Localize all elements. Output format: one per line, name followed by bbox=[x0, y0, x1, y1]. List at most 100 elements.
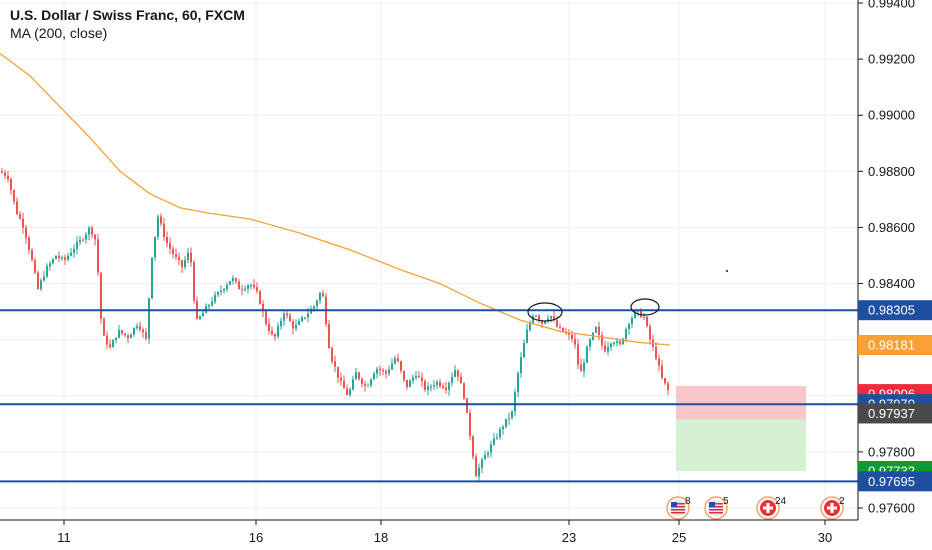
candle-body bbox=[367, 386, 369, 387]
candle-body bbox=[535, 316, 537, 317]
candle-body bbox=[412, 378, 414, 381]
candle-body bbox=[316, 301, 318, 307]
annotation-circle-left bbox=[528, 303, 562, 321]
price-tick-label: 0.99200 bbox=[868, 52, 915, 67]
time-tick-label: 23 bbox=[562, 530, 576, 545]
candle-body bbox=[406, 380, 408, 387]
candle-body bbox=[94, 235, 96, 240]
candle-body bbox=[1, 171, 3, 172]
candle-body bbox=[595, 327, 597, 333]
candle-body bbox=[391, 363, 393, 369]
candle-body bbox=[448, 383, 450, 390]
candle-body bbox=[487, 453, 489, 455]
candle-body bbox=[52, 259, 54, 263]
candle-body bbox=[322, 293, 324, 296]
candle-body bbox=[280, 321, 282, 326]
candle-body bbox=[7, 176, 9, 179]
candle-body bbox=[529, 323, 531, 330]
candle-body bbox=[349, 390, 351, 395]
candle-body bbox=[178, 257, 180, 260]
candle-body bbox=[454, 370, 456, 377]
candle-body bbox=[490, 444, 492, 452]
candle-body bbox=[190, 253, 192, 262]
annotation-dot bbox=[726, 270, 728, 272]
candle-body bbox=[649, 326, 651, 339]
candle-body bbox=[409, 381, 411, 387]
candle-body bbox=[544, 321, 546, 323]
price-axis-bg[interactable] bbox=[858, 0, 932, 520]
candle-body bbox=[436, 382, 438, 385]
candle-body bbox=[451, 377, 453, 383]
price-tag: 0.98305 bbox=[858, 300, 932, 320]
candle-body bbox=[61, 257, 63, 258]
time-tick-label: 18 bbox=[374, 530, 388, 545]
candle-body bbox=[340, 378, 342, 381]
candle-body bbox=[187, 253, 189, 260]
time-tick-label: 25 bbox=[672, 530, 686, 545]
candle-body bbox=[442, 386, 444, 388]
event-count-label: 5 bbox=[723, 496, 729, 507]
candle-body bbox=[604, 345, 606, 351]
candle-body bbox=[598, 327, 600, 335]
candle-body bbox=[463, 383, 465, 398]
candle-body bbox=[241, 289, 243, 290]
candle-body bbox=[220, 291, 222, 292]
candle-body bbox=[394, 358, 396, 363]
candle-body bbox=[574, 339, 576, 344]
price-tick-label: 0.98400 bbox=[868, 276, 915, 291]
candle-body bbox=[328, 324, 330, 348]
candle-body bbox=[508, 418, 510, 419]
candle-body bbox=[370, 379, 372, 385]
candle-body bbox=[82, 240, 84, 241]
candle-body bbox=[10, 179, 12, 190]
candle-body bbox=[286, 314, 288, 316]
candle-body bbox=[76, 242, 78, 249]
candle-body bbox=[49, 263, 51, 266]
candle-body bbox=[307, 314, 309, 318]
event-count-label: 2 bbox=[839, 496, 845, 507]
candle-body bbox=[70, 253, 72, 256]
candle-body bbox=[154, 237, 156, 258]
flag-stripe bbox=[709, 512, 723, 514]
candle-body bbox=[616, 341, 618, 343]
candle-body bbox=[85, 234, 87, 239]
candle-body bbox=[235, 278, 237, 281]
candle-body bbox=[211, 302, 213, 305]
candle-body bbox=[403, 371, 405, 380]
swiss-flag-icon[interactable]: 2 bbox=[821, 496, 845, 519]
us-flag-icon[interactable]: 8 bbox=[667, 496, 691, 519]
candle-body bbox=[337, 367, 339, 378]
candle-body bbox=[163, 224, 165, 237]
candle-body bbox=[388, 370, 390, 374]
candle-body bbox=[106, 336, 108, 345]
candle-body bbox=[184, 260, 186, 267]
candle-body bbox=[19, 214, 21, 219]
candle-body bbox=[493, 438, 495, 444]
candle-body bbox=[109, 345, 111, 348]
candle-body bbox=[556, 320, 558, 327]
flag-cross-h bbox=[763, 507, 773, 510]
candle-body bbox=[175, 254, 177, 257]
candle-body bbox=[580, 365, 582, 372]
price-tick-label: 0.97600 bbox=[868, 501, 915, 516]
candle-body bbox=[232, 278, 234, 281]
chart-title: U.S. Dollar / Swiss Franc, 60, FXCM bbox=[10, 7, 245, 23]
stop-loss-zone bbox=[676, 386, 806, 419]
candle-body bbox=[523, 343, 525, 357]
candle-body bbox=[460, 377, 462, 384]
candle-body bbox=[112, 340, 114, 347]
flag-stripe bbox=[709, 509, 723, 511]
candle-body bbox=[304, 317, 306, 318]
price-tick-label: 0.99400 bbox=[868, 0, 915, 11]
candle-body bbox=[136, 326, 138, 328]
candle-body bbox=[400, 361, 402, 371]
candle-body bbox=[289, 315, 291, 321]
candle-body bbox=[142, 330, 144, 333]
candle-body bbox=[103, 319, 105, 336]
price-tick-label: 0.98800 bbox=[868, 164, 915, 179]
us-flag-icon[interactable]: 5 bbox=[705, 496, 729, 519]
annotation-circle-right bbox=[631, 299, 659, 315]
candle-body bbox=[277, 326, 279, 336]
candle-body bbox=[181, 260, 183, 267]
